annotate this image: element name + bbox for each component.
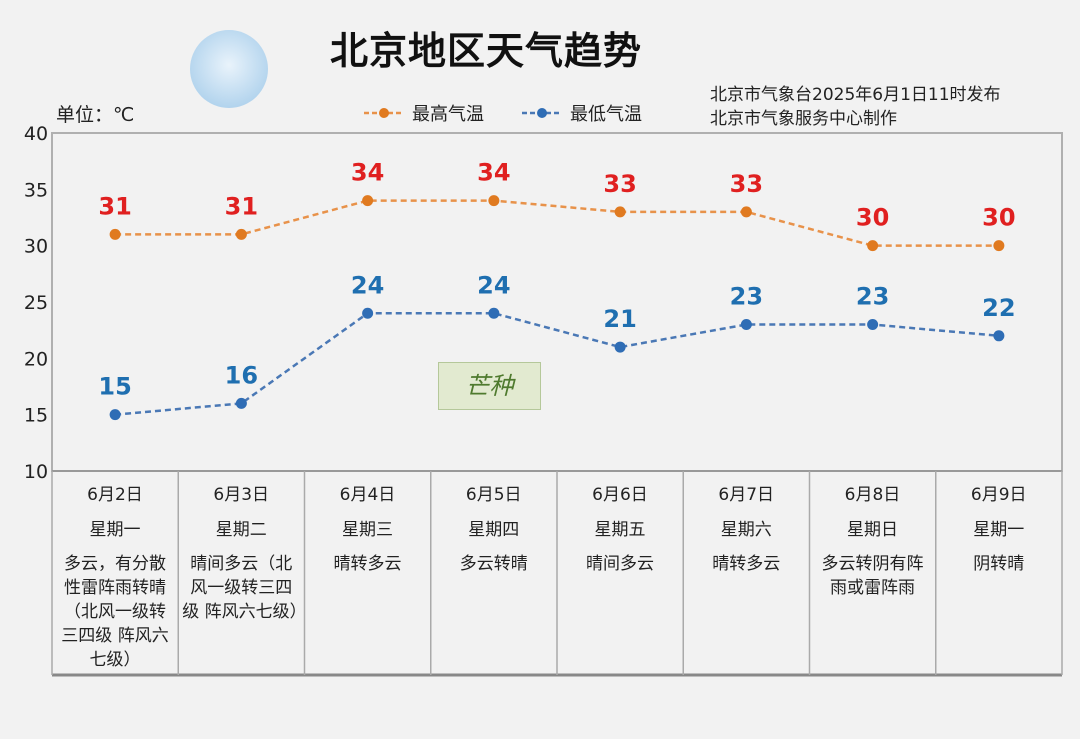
data-point bbox=[362, 307, 374, 319]
day-weather: 多云，有分散性雷阵雨转晴（北风一级转三四级 阵风六七级） bbox=[61, 554, 169, 670]
data-label: 30 bbox=[982, 204, 1015, 232]
day-weather: 晴间多云（北风一级转三四级 阵风六七级） bbox=[182, 554, 307, 622]
data-point bbox=[740, 206, 752, 218]
legend-high-label: 最高气温 bbox=[412, 104, 484, 125]
data-label: 33 bbox=[730, 170, 763, 198]
page-title: 北京地区天气趋势 bbox=[330, 29, 643, 73]
day-weather: 晴间多云 bbox=[586, 554, 654, 574]
source-line-1: 北京市气象台2025年6月1日11时发布 bbox=[710, 85, 1001, 105]
data-point bbox=[614, 206, 626, 218]
y-tick-label: 25 bbox=[24, 292, 48, 314]
day-column: 6月5日星期四多云转晴 bbox=[431, 471, 557, 675]
data-label: 21 bbox=[603, 305, 636, 333]
data-label: 34 bbox=[477, 159, 510, 187]
day-date: 6月7日 bbox=[718, 485, 775, 505]
data-label: 15 bbox=[98, 373, 131, 401]
day-date: 6月5日 bbox=[465, 485, 522, 505]
data-point bbox=[109, 228, 121, 240]
data-label: 24 bbox=[477, 271, 510, 299]
day-column: 6月7日星期六晴转多云 bbox=[683, 471, 809, 675]
data-label: 16 bbox=[225, 361, 258, 389]
unit-label: 单位：℃ bbox=[56, 104, 135, 126]
data-label: 30 bbox=[856, 204, 889, 232]
day-weekday: 星期一 bbox=[973, 520, 1025, 540]
day-weekday: 星期二 bbox=[215, 520, 267, 540]
legend-low: 最低气温 bbox=[520, 100, 642, 126]
day-column: 6月2日星期一多云，有分散性雷阵雨转晴（北风一级转三四级 阵风六七级） bbox=[52, 471, 178, 675]
day-weather: 阴转晴 bbox=[973, 554, 1025, 574]
data-point bbox=[867, 319, 879, 331]
data-point bbox=[993, 240, 1005, 252]
day-weather: 多云转阴有阵雨或雷阵雨 bbox=[821, 554, 924, 598]
day-weekday: 星期六 bbox=[720, 520, 772, 540]
day-weather: 晴转多云 bbox=[712, 554, 781, 574]
day-date: 6月4日 bbox=[339, 485, 396, 505]
data-point bbox=[740, 319, 752, 331]
legend-low-label: 最低气温 bbox=[570, 104, 642, 125]
day-weather: 晴转多云 bbox=[333, 554, 402, 574]
data-point bbox=[993, 330, 1005, 342]
data-label: 23 bbox=[730, 283, 763, 311]
day-weekday: 星期一 bbox=[89, 520, 141, 540]
source-line-2: 北京市气象服务中心制作 bbox=[710, 109, 897, 129]
day-column: 6月3日星期二晴间多云（北风一级转三四级 阵风六七级） bbox=[178, 471, 307, 675]
data-label: 31 bbox=[225, 192, 258, 220]
day-weather: 多云转晴 bbox=[459, 554, 528, 574]
data-label: 24 bbox=[351, 271, 384, 299]
day-column: 6月6日星期五晴间多云 bbox=[557, 471, 683, 675]
day-column: 6月9日星期一阴转晴 bbox=[936, 471, 1062, 675]
plot-area bbox=[51, 132, 1063, 472]
legend-high: 最高气温 bbox=[362, 100, 484, 126]
y-tick-label: 35 bbox=[24, 179, 48, 201]
data-label: 34 bbox=[351, 159, 384, 187]
day-date: 6月6日 bbox=[592, 485, 648, 505]
day-column: 6月4日星期三晴转多云 bbox=[305, 471, 431, 675]
day-date: 6月3日 bbox=[213, 485, 270, 505]
data-point bbox=[867, 240, 879, 252]
day-column: 6月8日星期日多云转阴有阵雨或雷阵雨 bbox=[810, 471, 936, 675]
day-weekday: 星期日 bbox=[847, 520, 898, 540]
solar-term-badge: 芒种 bbox=[438, 362, 541, 410]
y-tick-label: 15 bbox=[24, 405, 48, 427]
data-point bbox=[235, 228, 247, 240]
y-tick-label: 30 bbox=[24, 236, 48, 258]
day-date: 6月9日 bbox=[970, 485, 1027, 505]
data-label: 23 bbox=[856, 283, 889, 311]
data-label: 33 bbox=[603, 170, 636, 198]
day-weekday: 星期三 bbox=[342, 520, 393, 540]
y-tick-label: 40 bbox=[24, 123, 48, 145]
data-point bbox=[614, 341, 626, 353]
data-point bbox=[362, 195, 374, 207]
y-tick-label: 10 bbox=[24, 461, 48, 483]
series-line-high bbox=[115, 199, 999, 247]
data-point bbox=[488, 195, 500, 207]
day-weekday: 星期五 bbox=[594, 520, 646, 540]
data-point bbox=[235, 397, 247, 409]
data-point bbox=[488, 307, 500, 319]
data-label: 22 bbox=[982, 294, 1015, 322]
day-date: 6月2日 bbox=[87, 485, 143, 505]
series-line-low bbox=[115, 312, 999, 416]
data-label: 31 bbox=[98, 192, 131, 220]
y-tick-label: 20 bbox=[24, 348, 48, 370]
day-weekday: 星期四 bbox=[468, 520, 520, 540]
meteorological-service-logo bbox=[190, 30, 268, 108]
day-date: 6月8日 bbox=[844, 485, 901, 505]
data-point bbox=[109, 409, 121, 421]
